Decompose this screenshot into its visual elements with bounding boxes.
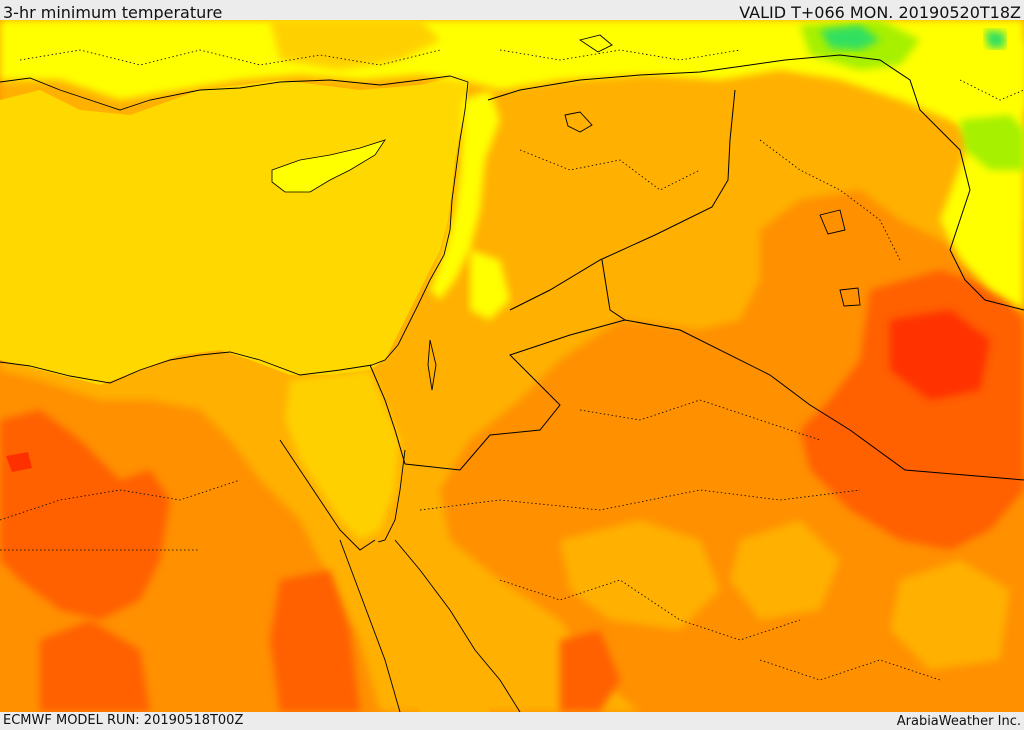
model-run-label: ECMWF MODEL RUN: 20190518T00Z (3, 713, 244, 728)
coast-gulf-of-aqaba (377, 449, 406, 543)
credit-label: ArabiaWeather Inc. (896, 714, 1021, 729)
border-turkey-syria (487, 59, 786, 101)
province-borders (0, 49, 1024, 681)
field-dark-orange-south (40, 620, 150, 712)
header-bar: 3-hr minimum temperature VALID T+066 MON… (0, 0, 1024, 22)
province-saudi-3 (579, 399, 821, 441)
coast-red-sea-east (394, 539, 521, 712)
field-green-2 (985, 30, 1005, 48)
lake-van (578, 34, 613, 53)
border-egypt-israel (369, 364, 406, 465)
province-egypt-1 (0, 479, 241, 521)
field-amber-patch-2 (730, 520, 840, 620)
field-dark-orange-redsea (270, 570, 360, 712)
coast-turkey (0, 75, 469, 111)
coastlines (0, 34, 861, 712)
lake-razzaza (819, 209, 846, 235)
valid-time: VALID T+066 MON. 20190520T18Z (739, 3, 1021, 22)
coast-egypt-north (0, 351, 373, 384)
coast-gulf-of-suez (279, 439, 376, 551)
map-canvas (0, 20, 1024, 712)
field-yellow-east (920, 40, 1024, 310)
border-jordan-saudi (404, 319, 626, 471)
province-iran (959, 79, 1024, 101)
field-gold-north (270, 20, 440, 70)
lake-sawa (839, 287, 861, 307)
cyprus-island (271, 139, 386, 193)
map-title: 3-hr minimum temperature (3, 3, 223, 22)
field-yellow-levant (430, 90, 500, 300)
province-iraq (759, 139, 901, 261)
border-iraq-iran (784, 54, 1024, 311)
field-dark-orange-east (560, 630, 620, 712)
border-jordan-iraq-saudi (601, 259, 1024, 481)
border-syria-iraq (509, 89, 736, 311)
field-green-light-1 (960, 115, 1024, 170)
dead-sea (427, 339, 437, 391)
province-syria (519, 149, 701, 191)
coast-red-sea-west (339, 539, 401, 712)
province-saudi-2 (499, 579, 801, 641)
red-sea (350, 540, 490, 712)
country-borders (369, 54, 1024, 481)
footer-bar: ECMWF MODEL RUN: 20190518T00Z ArabiaWeat… (0, 712, 1024, 729)
field-yellow-lebanon (470, 250, 510, 320)
lake-tharthar (564, 111, 593, 133)
field-amber-patch-3 (890, 560, 1010, 670)
field-red-spot-2 (890, 310, 990, 400)
field-dark-orange-egypt (0, 410, 170, 620)
province-saudi-1 (419, 489, 861, 511)
province-turkey-2 (499, 49, 741, 61)
temperature-map[interactable] (0, 20, 1024, 712)
field-yellow-north (0, 20, 1024, 130)
coast-levant (371, 81, 469, 366)
field-green-1 (820, 25, 880, 50)
field-red-spot-1 (6, 452, 32, 472)
sinai-peninsula (285, 370, 400, 540)
field-amber-patch-1 (560, 520, 720, 630)
